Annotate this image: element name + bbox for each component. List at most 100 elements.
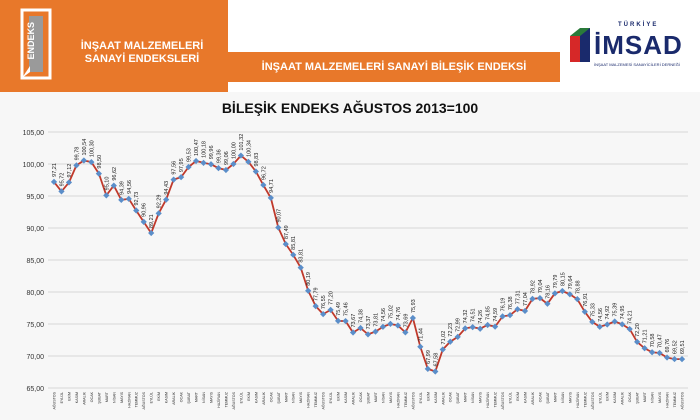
data-point bbox=[170, 176, 177, 183]
data-point bbox=[604, 321, 611, 328]
data-label: 90,96 bbox=[142, 203, 148, 217]
x-tick-label: NİSAN bbox=[111, 392, 116, 403]
x-tick-label: MAYIS bbox=[120, 391, 124, 403]
x-tick-label: ARALIK bbox=[352, 391, 356, 404]
data-label: 77,31 bbox=[516, 290, 522, 304]
x-tick-label: MAYIS bbox=[479, 391, 483, 403]
data-label: 77,04 bbox=[523, 292, 529, 306]
data-label: 72,23 bbox=[448, 323, 454, 337]
x-tick-label: MAYIS bbox=[389, 391, 393, 403]
x-tick-label: EKİM bbox=[246, 392, 251, 401]
data-label: 79,79 bbox=[553, 275, 559, 289]
x-tick-label: KASIM bbox=[165, 392, 169, 403]
endeks-logo-icon bbox=[20, 8, 52, 80]
data-label: 97,95 bbox=[179, 158, 185, 172]
data-label: 100,00 bbox=[231, 142, 237, 159]
x-tick-label: TEMMUZ bbox=[404, 391, 408, 407]
data-label: 74,21 bbox=[628, 310, 634, 324]
data-label: 76,19 bbox=[501, 298, 507, 312]
data-point bbox=[357, 324, 364, 332]
series-line bbox=[53, 154, 682, 373]
data-label: 67,58 bbox=[433, 353, 439, 367]
x-tick-label: MART bbox=[105, 391, 109, 402]
data-label: 71,21 bbox=[643, 329, 649, 343]
data-point bbox=[566, 291, 573, 298]
data-label: 74,85 bbox=[486, 306, 492, 320]
x-tick-label: TEMMUZ bbox=[224, 391, 228, 407]
x-tick-label: ARALIK bbox=[441, 391, 445, 404]
x-tick-label: NİSAN bbox=[291, 392, 296, 403]
section-title-line1: İNŞAAT MALZEMELERİ bbox=[80, 40, 204, 52]
x-tick-label: MART bbox=[464, 391, 468, 402]
y-tick-label: 65,00 bbox=[26, 386, 44, 393]
x-tick-label: KASIM bbox=[434, 392, 438, 403]
data-point bbox=[394, 322, 402, 329]
x-tick-label: ŞUBAT bbox=[546, 391, 550, 404]
x-tick-label: MAYIS bbox=[210, 391, 214, 403]
data-point bbox=[237, 152, 245, 159]
x-tick-label: EKİM bbox=[336, 392, 341, 401]
data-label: 78,16 bbox=[545, 285, 551, 299]
y-tick-label: 100,00 bbox=[23, 162, 45, 169]
y-tick-label: 70,00 bbox=[26, 354, 44, 361]
data-point bbox=[118, 196, 125, 204]
y-tick-label: 80,00 bbox=[26, 290, 44, 297]
data-label: 74,56 bbox=[381, 308, 387, 322]
data-point bbox=[163, 196, 170, 203]
x-tick-label: OCAK bbox=[628, 391, 632, 402]
x-tick-label: ŞUBAT bbox=[187, 391, 191, 404]
data-point bbox=[477, 325, 484, 332]
header: ENDEKS İNŞAAT MALZEMELERİ SANAYİ ENDEKSL… bbox=[0, 0, 700, 92]
data-label: 97,21 bbox=[52, 163, 58, 177]
data-point bbox=[648, 349, 656, 356]
data-label: 78,88 bbox=[575, 280, 581, 294]
data-label: 71,44 bbox=[418, 328, 424, 342]
section-title: İNŞAAT MALZEMELERİ SANAYİ ENDEKSLERİ bbox=[62, 40, 222, 66]
data-label: 92,73 bbox=[134, 192, 140, 206]
data-label: 96,62 bbox=[112, 167, 118, 181]
x-tick-label: TEMMUZ bbox=[494, 391, 498, 407]
header-title-band bbox=[228, 52, 560, 82]
data-point bbox=[58, 188, 65, 195]
data-label: 94,43 bbox=[164, 181, 170, 195]
data-point bbox=[469, 324, 476, 331]
x-tick-label: TEMMUZ bbox=[135, 391, 139, 407]
x-tick-label: OCAK bbox=[449, 391, 453, 402]
data-point bbox=[439, 346, 446, 353]
data-point bbox=[312, 303, 319, 310]
x-tick-label: NİSAN bbox=[380, 392, 385, 403]
data-point bbox=[551, 290, 559, 297]
data-point bbox=[462, 325, 469, 332]
x-tick-label: EYLÜL bbox=[598, 392, 602, 403]
data-label: 76,91 bbox=[583, 293, 589, 307]
x-tick-label: EKİM bbox=[156, 392, 161, 401]
data-label: 87,49 bbox=[284, 225, 290, 239]
data-point bbox=[327, 306, 334, 314]
x-tick-label: NİSAN bbox=[470, 392, 475, 403]
x-tick-label: TEMMUZ bbox=[314, 391, 318, 407]
data-point bbox=[185, 163, 192, 171]
data-label: 89,21 bbox=[149, 214, 155, 228]
data-point bbox=[88, 158, 95, 166]
data-label: 76,55 bbox=[321, 295, 327, 309]
data-label: 70,47 bbox=[658, 334, 664, 348]
data-label: 74,95 bbox=[620, 306, 626, 320]
data-point bbox=[192, 157, 200, 165]
x-tick-label: ŞUBAT bbox=[97, 391, 101, 404]
data-point bbox=[252, 168, 259, 175]
x-tick-label: ŞUBAT bbox=[636, 391, 640, 404]
x-tick-label: MART bbox=[643, 391, 647, 402]
data-label: 101,32 bbox=[239, 134, 245, 151]
data-label: 94,56 bbox=[127, 180, 133, 194]
data-label: 73,37 bbox=[366, 316, 372, 330]
x-tick-label: EYLÜL bbox=[60, 392, 64, 403]
x-tick-label: MART bbox=[195, 391, 199, 402]
x-tick-label: KASIM bbox=[344, 392, 348, 403]
data-point bbox=[73, 162, 80, 169]
data-point bbox=[484, 321, 491, 329]
brand-subtitle: İNŞAAT MALZEMESİ SANAYİCİLERİ DERNEĞİ bbox=[594, 62, 681, 67]
x-tick-label: NİSAN bbox=[650, 392, 655, 403]
data-point bbox=[447, 338, 454, 345]
data-label: 71,02 bbox=[441, 331, 447, 345]
y-tick-label: 90,00 bbox=[26, 226, 44, 233]
